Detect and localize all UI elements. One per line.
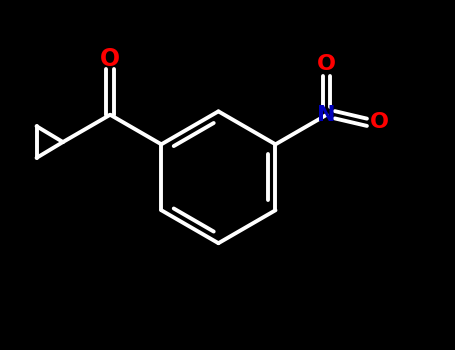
Text: O: O — [317, 54, 336, 74]
Text: N: N — [318, 105, 336, 125]
Text: O: O — [100, 47, 120, 71]
Text: O: O — [370, 112, 389, 132]
